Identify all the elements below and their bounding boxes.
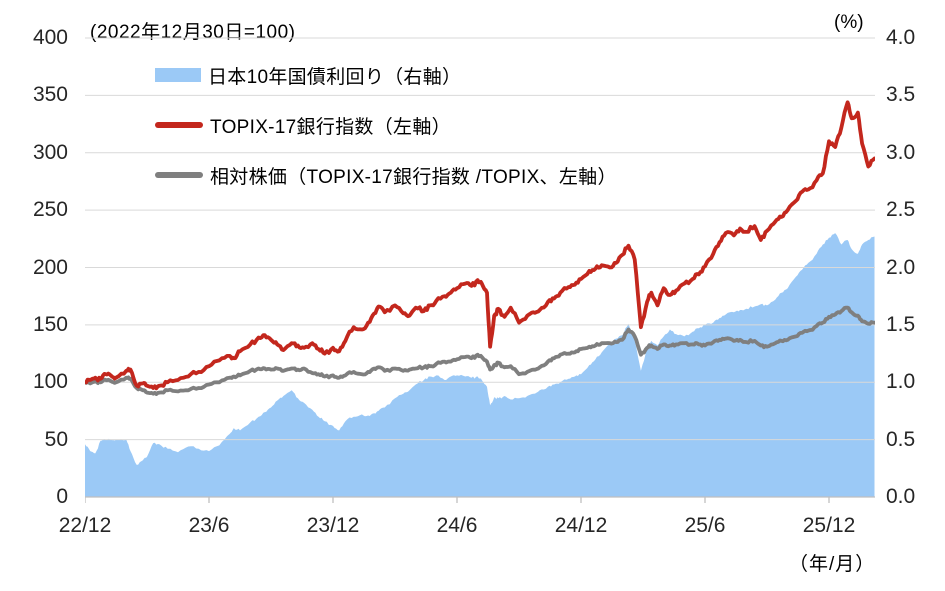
x-axis-tick-label: 22/12 — [58, 514, 112, 537]
line-swatch-icon — [155, 122, 203, 128]
x-axis-tick-label: 24/12 — [554, 514, 608, 537]
legend-item-label: 日本10年国債利回り（右軸） — [208, 66, 462, 88]
x-axis-tick-label: 25/12 — [802, 514, 856, 537]
x-axis-tick-label: 23/12 — [306, 514, 360, 537]
y-axis-left-tick-label: 300 — [32, 141, 68, 164]
y-axis-left-tick-label: 350 — [32, 83, 68, 106]
legend-item-jgb-yield: 日本10年国債利回り（右軸） — [155, 62, 617, 88]
legend-item-bank-index: TOPIX-17銀行指数（左軸） — [155, 112, 617, 138]
legend-item-relative-price: 相対株価（TOPIX-17銀行指数 /TOPIX、左軸） — [155, 162, 617, 188]
y-axis-right-tick-label: 2.0 — [886, 256, 916, 279]
area-swatch-icon — [155, 68, 201, 82]
jgb-yield-area — [85, 233, 875, 497]
x-axis-unit-label: （年/月） — [789, 554, 876, 575]
line-swatch-icon — [155, 172, 203, 178]
y-axis-right-tick-label: 4.0 — [886, 26, 916, 49]
legend: 日本10年国債利回り（右軸） TOPIX-17銀行指数（左軸） 相対株価（TOP… — [155, 62, 617, 212]
relative-price-line — [85, 305, 875, 397]
plot-area — [85, 37, 875, 503]
y-axis-right-tick-label: 3.5 — [886, 83, 916, 106]
y-axis-left-tick-label: 50 — [44, 428, 68, 451]
bank-index-line — [85, 100, 875, 391]
x-axis-tick-label: 25/6 — [684, 514, 726, 537]
y-axis-right-tick-label: 1.5 — [886, 313, 916, 336]
y-axis-right-tick-label: 0.0 — [886, 485, 916, 508]
y-axis-left-tick-label: 250 — [32, 198, 68, 221]
y-axis-left-tick-label: 100 — [32, 370, 68, 393]
y-axis-right-tick-label: 3.0 — [886, 141, 916, 164]
x-axis-tick-label: 23/6 — [188, 514, 230, 537]
y-axis-right-tick-label: 0.5 — [886, 428, 916, 451]
x-axis-tick-label: 24/6 — [436, 514, 478, 537]
legend-item-label: 相対株価（TOPIX-17銀行指数 /TOPIX、左軸） — [210, 166, 617, 188]
right-axis-unit-label: (%) — [834, 12, 864, 33]
y-axis-right-tick-label: 1.0 — [886, 370, 916, 393]
y-axis-right-tick-label: 2.5 — [886, 198, 916, 221]
y-axis-left-tick-label: 0 — [56, 485, 68, 508]
y-axis-left-tick-label: 150 — [32, 313, 68, 336]
legend-item-label: TOPIX-17銀行指数（左軸） — [210, 116, 451, 138]
y-axis-left-tick-label: 400 — [32, 26, 68, 49]
y-axis-left-tick-label: 200 — [32, 256, 68, 279]
